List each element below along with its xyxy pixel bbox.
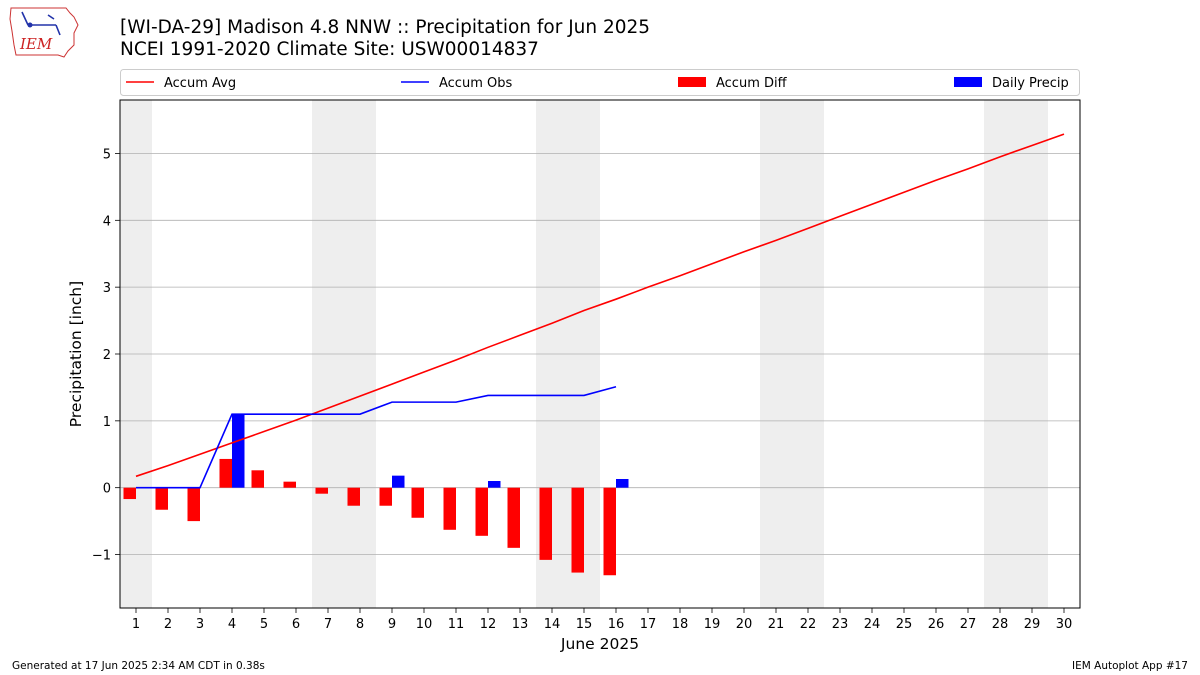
x-tick-label: 6 [292,617,300,632]
x-tick-label: 11 [448,617,465,632]
legend-box [120,69,1080,96]
accum-diff-bar [347,487,360,506]
accum-diff-bar [411,487,424,518]
x-tick-label: 26 [928,617,945,632]
accum-diff-bar [187,487,200,522]
x-tick-label: 14 [544,617,561,632]
x-tick-label: 22 [800,617,817,632]
x-tick-label: 24 [864,617,881,632]
app-label: IEM Autoplot App #17 [1072,660,1188,672]
accum-diff-bar [475,487,488,536]
x-tick-label: 28 [992,617,1009,632]
x-tick-label: 9 [388,617,396,632]
accum-diff-bar [539,487,552,560]
x-tick-label: 18 [672,617,689,632]
legend-label: Accum Avg [164,76,236,91]
x-tick-label: 1 [132,617,140,632]
legend-label: Accum Diff [716,76,788,91]
x-tick-label: 19 [704,617,721,632]
y-tick-label: 1 [103,415,111,430]
x-tick-label: 27 [960,617,977,632]
x-tick-label: 4 [228,617,236,632]
y-tick-label: 0 [103,482,111,497]
x-tick-label: 29 [1024,617,1041,632]
daily-precip-bar [616,478,629,488]
x-tick-label: 23 [832,617,849,632]
accum-diff-bar [283,481,296,488]
accum-diff-bar [155,487,168,510]
y-tick-label: 2 [103,348,111,363]
legend-swatch-bar [954,77,982,87]
chart-subtitle: NCEI 1991-2020 Climate Site: USW00014837 [120,39,539,60]
x-tick-label: 12 [480,617,497,632]
y-tick-label: −1 [92,549,111,564]
legend-label: Accum Obs [439,76,512,91]
legend-item: Accum Diff [678,76,788,91]
generated-timestamp: Generated at 17 Jun 2025 2:34 AM CDT in … [12,660,265,672]
x-tick-label: 5 [260,617,268,632]
accum-diff-bar [571,487,584,573]
x-tick-label: 2 [164,617,172,632]
legend-label: Daily Precip [992,76,1069,91]
iowa-outline-icon [9,7,79,58]
legend-swatch-bar [678,77,706,87]
x-tick-label: 3 [196,617,204,632]
y-tick-label: 4 [103,214,111,229]
legend-item: Accum Avg [126,76,236,91]
legend-item: Daily Precip [954,76,1069,91]
chart-title: [WI-DA-29] Madison 4.8 NNW :: Precipitat… [120,17,651,38]
accum-diff-bar [123,487,136,500]
weather-station-icon [21,11,61,36]
accum-diff-bar [507,487,520,548]
x-tick-label: 21 [768,617,785,632]
accum-avg-line [135,133,1065,478]
x-tick-label: 10 [416,617,433,632]
x-tick-label: 17 [640,617,657,632]
x-tick-label: 7 [324,617,332,632]
daily-precip-bar [232,414,245,488]
x-tick-label: 15 [576,617,593,632]
accum-diff-bar [219,458,232,488]
accum-diff-bar [251,470,264,488]
x-tick-label: 25 [896,617,913,632]
accum-obs-line [136,385,617,489]
x-axis-label: June 2025 [560,635,639,653]
y-tick-label: 3 [103,281,111,296]
legend-item: Accum Obs [401,76,512,91]
x-tick-label: 30 [1056,617,1073,632]
x-tick-label: 20 [736,617,753,632]
x-tick-label: 16 [608,617,625,632]
daily-precip-bar [392,475,405,488]
logo-text: IEM [19,35,53,53]
iem-logo: IEM [9,7,79,58]
x-tick-label: 8 [356,617,364,632]
y-tick-label: 5 [103,147,111,162]
accum-diff-bar [315,487,328,494]
y-axis-label: Precipitation [inch] [67,281,85,427]
legend: Accum Avg Accum Obs Accum Diff Daily Precip [120,69,1080,96]
x-tick-label: 13 [512,617,529,632]
accum-diff-bar [443,487,456,530]
accum-diff-bar [603,487,616,576]
daily-precip-bar [488,481,501,488]
accum-diff-bar [379,487,392,506]
